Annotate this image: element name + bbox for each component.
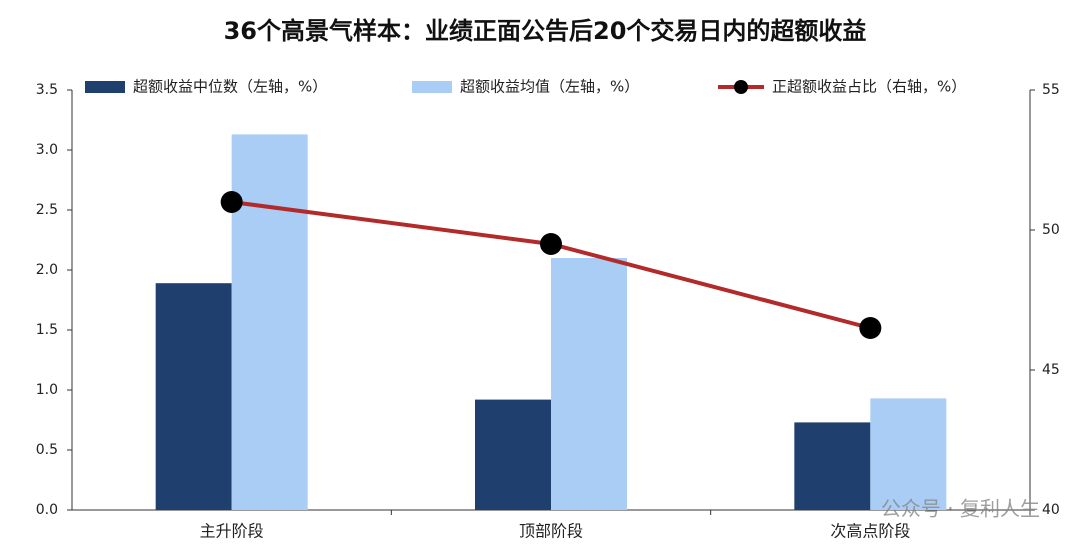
legend-label: 正超额收益占比（右轴，%） (772, 78, 966, 96)
y2-tick-label: 50 (1042, 222, 1060, 238)
y-tick-label: 2.0 (36, 262, 58, 278)
y2-tick-label: 40 (1042, 502, 1060, 518)
marker (859, 317, 882, 339)
x-tick-label: 次高点阶段 (830, 522, 910, 541)
y-tick-label: 3.5 (36, 82, 58, 98)
x-tick-label: 顶部阶段 (519, 522, 583, 541)
legend-swatch (734, 80, 748, 94)
plot: 0.0 0.5 1.0 1.5 2.0 2.5 3.0 3.5 40 45 50 55 主升阶段 顶部阶段… (36, 78, 1060, 541)
legend-label: 超额收益中位数（左轴，%） (133, 78, 327, 96)
watermark: 公众号 · 复利人生 (881, 497, 1040, 521)
chart-title: 36个高景气样本：业绩正面公告后20个交易日内的超额收益 (224, 17, 867, 45)
y2-tick-label: 45 (1042, 362, 1060, 378)
marker (540, 233, 562, 255)
y-tick-label: 1.0 (36, 382, 58, 398)
x-tick-label: 主升阶段 (200, 522, 264, 541)
bar (231, 134, 308, 510)
y2-tick-label: 55 (1042, 82, 1060, 98)
y-tick-label: 0.0 (36, 502, 58, 518)
y-tick-label: 3.0 (36, 142, 58, 158)
y-tick-label: 0.5 (36, 442, 58, 458)
legend-swatch (412, 81, 452, 93)
bar (870, 398, 947, 510)
bar (794, 422, 871, 510)
legend-label: 超额收益均值（左轴，%） (460, 78, 639, 96)
y-tick-label: 2.5 (36, 202, 58, 218)
bar (475, 399, 551, 510)
bar (551, 258, 627, 510)
marker (220, 191, 243, 213)
bar (155, 283, 232, 510)
y-tick-label: 1.5 (36, 322, 58, 338)
legend-swatch (85, 81, 125, 93)
